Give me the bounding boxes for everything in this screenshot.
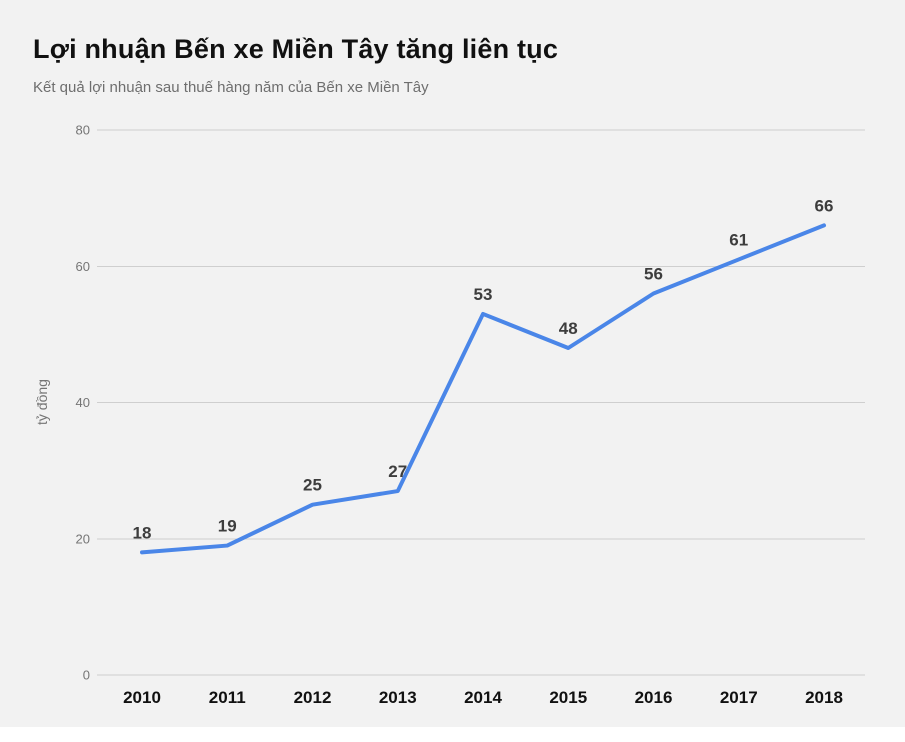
x-tick-label: 2010 <box>123 688 161 707</box>
y-tick-label: 0 <box>83 668 90 683</box>
x-tick-label: 2011 <box>209 688 246 707</box>
value-label: 19 <box>218 517 237 536</box>
x-tick-label: 2012 <box>294 688 332 707</box>
x-tick-label: 2013 <box>379 688 417 707</box>
y-tick-label: 80 <box>76 123 90 138</box>
value-label: 48 <box>559 319 578 338</box>
y-tick-label: 20 <box>76 531 90 546</box>
chart-subtitle: Kết quả lợi nhuận sau thuế hàng năm của … <box>33 79 429 97</box>
x-tick-label: 2014 <box>464 688 502 707</box>
value-label: 56 <box>644 265 663 284</box>
value-label: 18 <box>133 523 152 542</box>
y-axis-title: tỷ đồng <box>34 379 50 425</box>
x-tick-label: 2015 <box>549 688 587 707</box>
y-tick-label: 40 <box>76 395 90 410</box>
value-label: 25 <box>303 476 322 495</box>
profit-line <box>140 223 826 555</box>
value-label: 61 <box>729 230 748 249</box>
value-label: 53 <box>474 285 493 304</box>
chart-header: Lợi nhuận Bến xe Miền Tây tăng liên tục … <box>33 34 865 96</box>
footer-strip <box>0 727 905 742</box>
value-label: 66 <box>815 196 834 215</box>
value-label: 27 <box>388 462 407 481</box>
x-tick-label: 2017 <box>720 688 758 707</box>
x-tick-label: 2018 <box>805 688 843 707</box>
y-tick-label: 60 <box>76 259 90 274</box>
chart-title: Lợi nhuận Bến xe Miền Tây tăng liên tục <box>33 34 559 64</box>
x-tick-label: 2016 <box>635 688 673 707</box>
